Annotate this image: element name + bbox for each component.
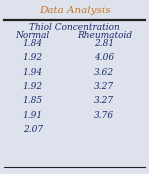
Text: 1.94: 1.94 [23,68,43,77]
Text: Rheumatoid: Rheumatoid [77,31,132,40]
Text: 1.85: 1.85 [23,96,43,105]
Text: 1.92: 1.92 [23,53,43,62]
Text: Thiol Concentration: Thiol Concentration [29,23,120,33]
Text: Data Analysis: Data Analysis [39,6,110,15]
Text: Normal: Normal [16,31,50,40]
Text: 4.06: 4.06 [94,53,114,62]
Text: 2.81: 2.81 [94,39,114,48]
Text: 3.27: 3.27 [94,82,114,91]
Text: 2.07: 2.07 [23,125,43,134]
Text: 1.84: 1.84 [23,39,43,48]
Text: 3.27: 3.27 [94,96,114,105]
Text: 1.91: 1.91 [23,111,43,120]
Text: 1.92: 1.92 [23,82,43,91]
Text: 3.62: 3.62 [94,68,114,77]
Text: 3.76: 3.76 [94,111,114,120]
